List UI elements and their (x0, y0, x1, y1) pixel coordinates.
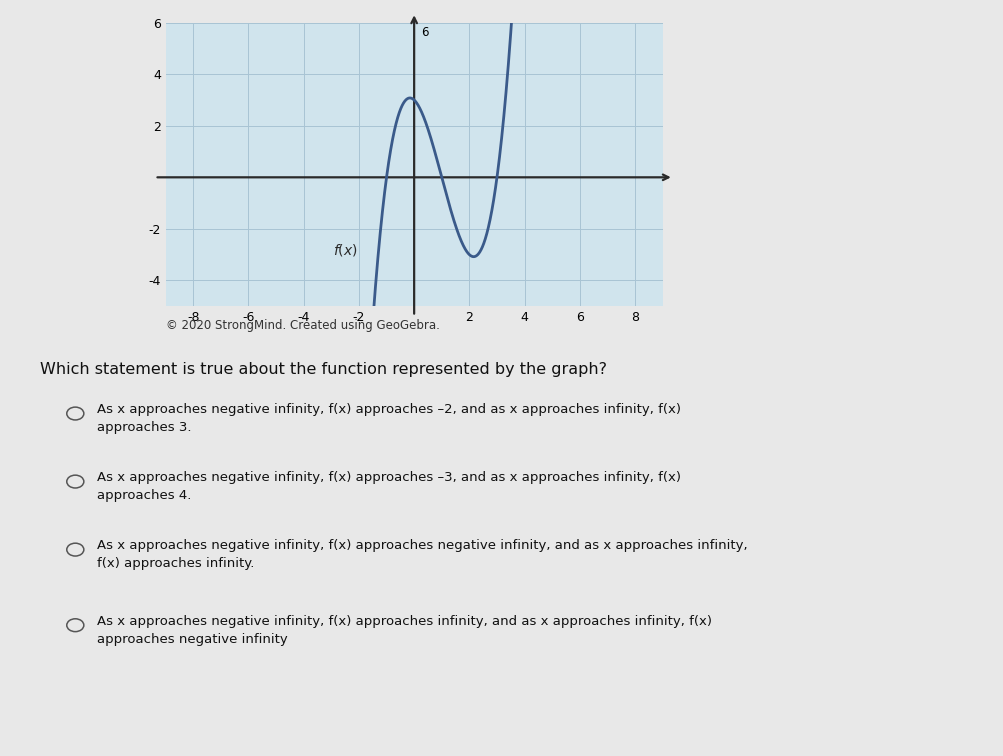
Text: © 2020 StrongMind. Created using GeoGebra.: © 2020 StrongMind. Created using GeoGebr… (165, 319, 439, 332)
Text: 6: 6 (420, 26, 428, 39)
Text: Which statement is true about the function represented by the graph?: Which statement is true about the functi… (40, 362, 607, 377)
Text: As x approaches negative infinity, f(x) approaches negative infinity, and as x a: As x approaches negative infinity, f(x) … (97, 539, 747, 570)
Text: As x approaches negative infinity, f(x) approaches –3, and as x approaches infin: As x approaches negative infinity, f(x) … (97, 471, 681, 502)
Text: As x approaches negative infinity, f(x) approaches –2, and as x approaches infin: As x approaches negative infinity, f(x) … (97, 403, 681, 434)
Text: As x approaches negative infinity, f(x) approaches infinity, and as x approaches: As x approaches negative infinity, f(x) … (97, 615, 712, 646)
Text: $f\left(x\right)$: $f\left(x\right)$ (332, 242, 357, 258)
